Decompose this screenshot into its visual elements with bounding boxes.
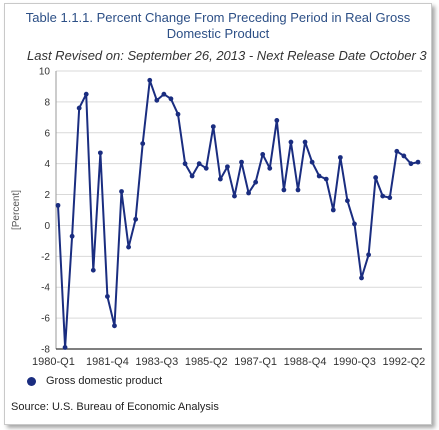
data-point [260,152,266,157]
chart-subtitle: Last Revised on: September 26, 2013 - Ne… [27,48,427,63]
data-point [302,139,308,145]
data-point [359,275,364,281]
data-point [119,189,124,194]
data-point [253,179,259,185]
data-point [281,187,287,193]
data-point [288,139,294,145]
data-point [97,150,103,156]
x-tick-label: 1985-Q2 [185,356,228,368]
x-tick-label: 1990-Q3 [333,356,376,368]
data-point [239,159,244,165]
data-point [154,97,160,103]
data-point [175,111,181,117]
data-point [83,91,89,97]
data-point [352,221,357,227]
data-point [112,323,117,329]
data-point [295,187,301,193]
data-point [246,190,251,196]
y-tick-label: 4 [44,159,50,170]
x-tick-label: 1980-Q1 [32,356,75,368]
x-tick-label: 1983-Q3 [135,356,178,368]
data-point [330,207,336,213]
data-point [69,233,75,239]
data-point [394,148,400,154]
y-tick-label: 0 [44,221,50,232]
y-tick-label: -2 [41,252,50,263]
data-point [387,195,393,201]
chart-title-line-2: Domestic Product [166,26,270,41]
data-point [90,267,96,273]
data-point [408,161,414,167]
x-tick-label: 1988-Q4 [284,356,327,368]
legend-label: Gross domestic product [46,375,163,387]
x-tick-label: 1987-Q1 [234,356,277,368]
y-tick-label: 8 [44,97,50,108]
y-tick-label: -4 [41,283,50,294]
data-point [232,193,237,199]
source-note: Source: U.S. Bureau of Economic Analysis [11,401,219,413]
y-tick-label: 2 [44,190,50,201]
data-point [189,173,195,179]
data-point [126,244,131,250]
data-point [62,345,68,350]
y-axis-title: [Percent] [11,190,22,230]
data-point [401,153,407,159]
data-point [217,176,223,182]
y-tick-label: 10 [39,67,51,78]
data-point [309,159,315,165]
data-point [168,96,174,102]
data-point [161,91,167,97]
data-point [323,176,329,182]
data-point [415,159,421,165]
data-point [316,173,322,179]
data-point [55,202,61,208]
data-point [225,164,230,170]
data-point [366,252,371,258]
data-point [203,165,209,171]
data-point [267,165,273,171]
data-point [133,216,139,222]
legend-swatch [27,376,36,386]
data-point [274,118,280,123]
chart-title-line-1: Table 1.1.1. Percent Change From Precedi… [25,10,411,25]
x-tick-label: 1981-Q4 [86,356,129,368]
data-point [337,155,343,160]
data-point [182,161,188,167]
y-tick-label: -6 [41,314,50,325]
data-point [373,175,379,180]
chart-card: Table 1.1.1. Percent Change From Precedi… [4,3,432,425]
x-tick-label: 1992-Q2 [382,356,425,368]
data-point [147,77,153,83]
legend: Gross domestic product [27,375,162,387]
line-chart: -8 -6 -4 -2 0 2 4 6 8 10 [Percent] 1980-Q1 1981-Q4 19… [11,67,425,369]
data-point [210,124,216,129]
data-point [140,141,146,146]
data-point [105,294,110,299]
data-point [345,198,350,204]
series-line-gdp [57,79,419,349]
chart-title: Table 1.1.1. Percent Change From Precedi… [5,10,431,42]
data-point [196,161,202,167]
data-point [380,193,386,199]
y-tick-label: 6 [44,128,50,139]
data-point [76,105,82,111]
y-tick-label: -8 [41,345,50,356]
